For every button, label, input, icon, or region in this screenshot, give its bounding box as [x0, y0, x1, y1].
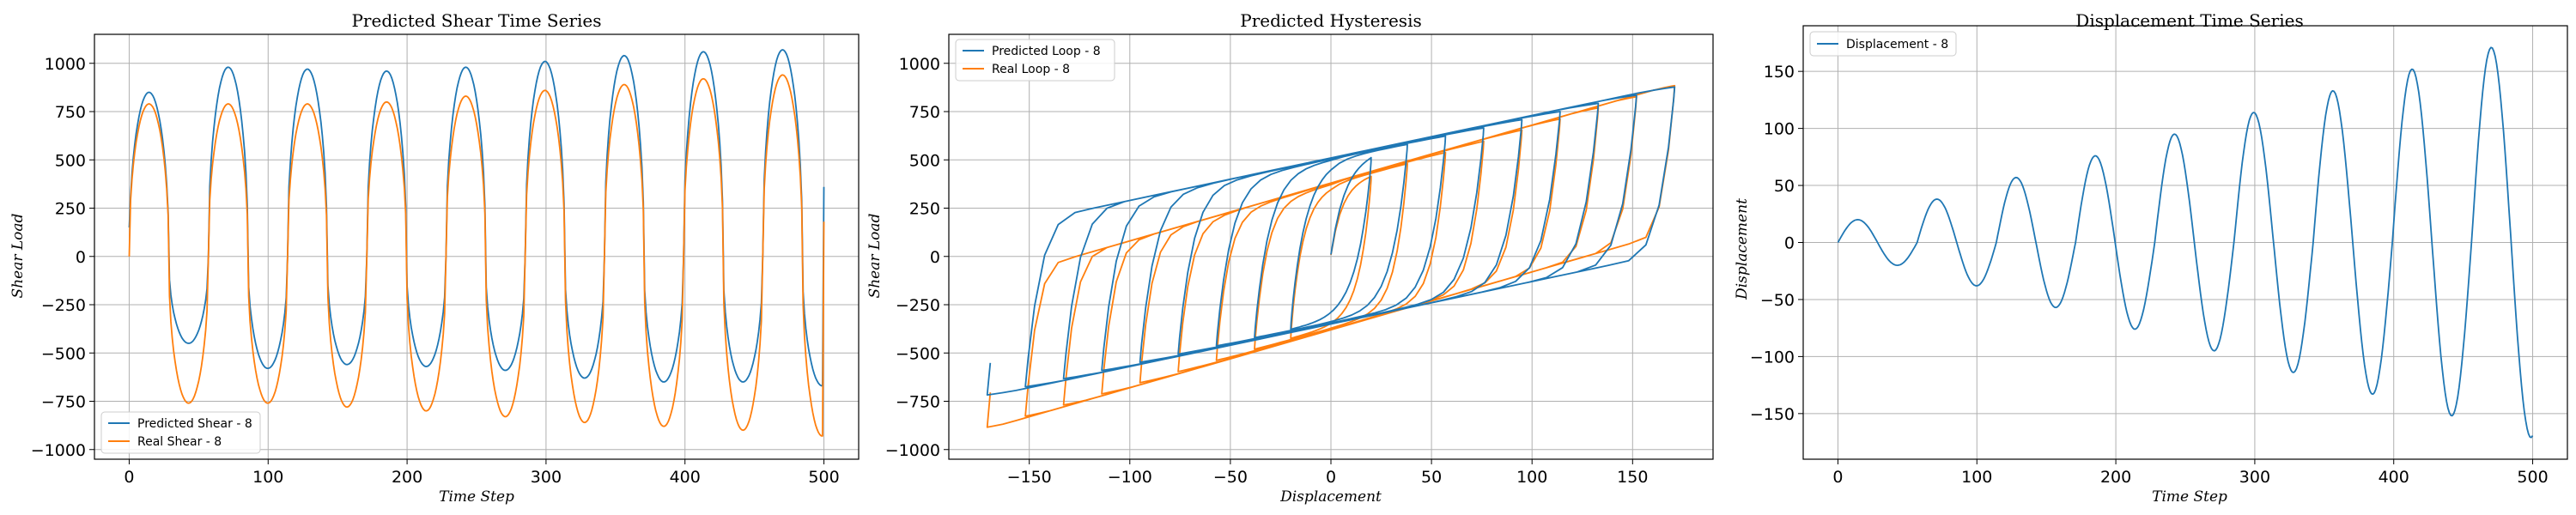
- x-tick-label: 0: [1832, 468, 1843, 487]
- shear-time-series-panel: Predicted Shear Time Series Time Step Sh…: [9, 10, 860, 506]
- ticks: 0 100 200 300 400 500 −150 −100 −50 0 50 100 150: [1750, 63, 2549, 487]
- x-tick-label: 100: [1961, 468, 1992, 487]
- panel-title: Predicted Hysteresis: [1240, 10, 1421, 31]
- y-tick-label: 250: [55, 200, 86, 219]
- panel-title: Predicted Shear Time Series: [351, 10, 601, 31]
- panel-title: Displacement Time Series: [2075, 10, 2303, 31]
- y-tick-label: 500: [55, 151, 86, 170]
- y-tick-label: 50: [1774, 177, 1795, 196]
- x-tick-label: −150: [1007, 468, 1052, 487]
- displacement-time-series-panel: Displacement Time Series Time Step Displ…: [1734, 10, 2568, 506]
- y-tick-label: −100: [1750, 348, 1795, 367]
- legend-label-real-loop: Real Loop - 8: [992, 63, 1070, 76]
- x-tick-label: 500: [2517, 468, 2548, 487]
- y-tick-label: −1000: [31, 441, 86, 460]
- plot-area: [128, 49, 825, 437]
- x-tick-label: 0: [124, 468, 134, 487]
- x-tick-label: −50: [1213, 468, 1248, 487]
- legend-box: [955, 39, 1115, 82]
- legend-box: [100, 411, 261, 454]
- y-tick-label: 250: [909, 200, 940, 219]
- y-tick-label: 750: [909, 103, 940, 122]
- x-tick-label: 200: [2100, 468, 2131, 487]
- ticks: −150 −100 −50 0 50 100 150−1000−750−500−250025…: [885, 55, 1649, 487]
- x-tick-label: 100: [252, 468, 283, 487]
- x-tick-label: 200: [392, 468, 422, 487]
- y-axis-label: Shear Load: [9, 213, 27, 298]
- legend: Predicted Loop - 8 Real Loop - 8: [955, 39, 1115, 82]
- x-axis-label: Time Step: [2152, 488, 2227, 506]
- x-tick-label: 400: [2379, 468, 2409, 487]
- plot-area: [1837, 46, 2534, 439]
- axes-frame: [948, 33, 1714, 460]
- plot-area: [986, 84, 1676, 428]
- grid: [949, 34, 1713, 459]
- axes-frame: [1802, 25, 2568, 460]
- legend-label-displacement: Displacement - 8: [1846, 38, 1948, 52]
- y-tick-label: 100: [1764, 120, 1795, 139]
- y-tick-label: −50: [1760, 291, 1795, 310]
- y-tick-label: −750: [896, 393, 940, 412]
- y-tick-label: −150: [1750, 405, 1795, 424]
- legend: Predicted Shear - 8 Real Shear - 8: [100, 411, 261, 454]
- real-shear-line: [128, 74, 825, 437]
- legend-box: [1809, 31, 1957, 57]
- x-tick-label: 400: [670, 468, 701, 487]
- x-tick-label: −100: [1108, 468, 1152, 487]
- predicted-shear-line: [128, 49, 825, 387]
- y-tick-label: −750: [41, 393, 86, 412]
- y-tick-label: 1000: [899, 55, 940, 74]
- grid: [1803, 26, 2567, 459]
- x-tick-label: 150: [1617, 468, 1648, 487]
- x-axis-label: Time Step: [439, 488, 514, 506]
- legend: Displacement - 8: [1809, 31, 1957, 57]
- y-tick-label: 0: [1784, 234, 1795, 253]
- x-axis-label: Displacement: [1279, 488, 1382, 506]
- x-tick-label: 300: [2239, 468, 2270, 487]
- y-tick-label: 0: [76, 248, 86, 267]
- x-tick-label: 50: [1421, 468, 1442, 487]
- x-tick-label: 0: [1326, 468, 1336, 487]
- y-axis-label: Displacement: [1734, 198, 1751, 300]
- legend-label-real-shear: Real Shear - 8: [137, 435, 222, 449]
- y-tick-label: −500: [41, 344, 86, 363]
- y-tick-label: 150: [1764, 63, 1795, 82]
- ticks: 0 100 200 300 400 500 −1000 −750 −500 −250 0 250 500…: [31, 55, 840, 487]
- legend-label-predicted-shear: Predicted Shear - 8: [137, 417, 252, 431]
- y-tick-label: −500: [896, 344, 940, 363]
- y-tick-label: 1000: [45, 55, 86, 74]
- y-tick-label: 500: [909, 151, 940, 170]
- y-tick-label: −1000: [885, 441, 940, 460]
- y-axis-label: Shear Load: [866, 213, 884, 298]
- y-tick-label: −250: [41, 296, 86, 315]
- hysteresis-panel: Predicted Hysteresis Displacement Shear …: [866, 10, 1714, 506]
- legend-label-predicted-loop: Predicted Loop - 8: [992, 45, 1101, 58]
- x-tick-label: 300: [531, 468, 562, 487]
- y-tick-label: 750: [55, 103, 86, 122]
- y-tick-label: −250: [896, 296, 940, 315]
- predicted-loop-line: [986, 86, 1676, 396]
- y-tick-label: 0: [930, 248, 940, 267]
- displacement-line: [1837, 46, 2534, 439]
- axes-frame: [94, 33, 860, 460]
- x-tick-label: 100: [1516, 468, 1547, 487]
- x-tick-label: 500: [808, 468, 839, 487]
